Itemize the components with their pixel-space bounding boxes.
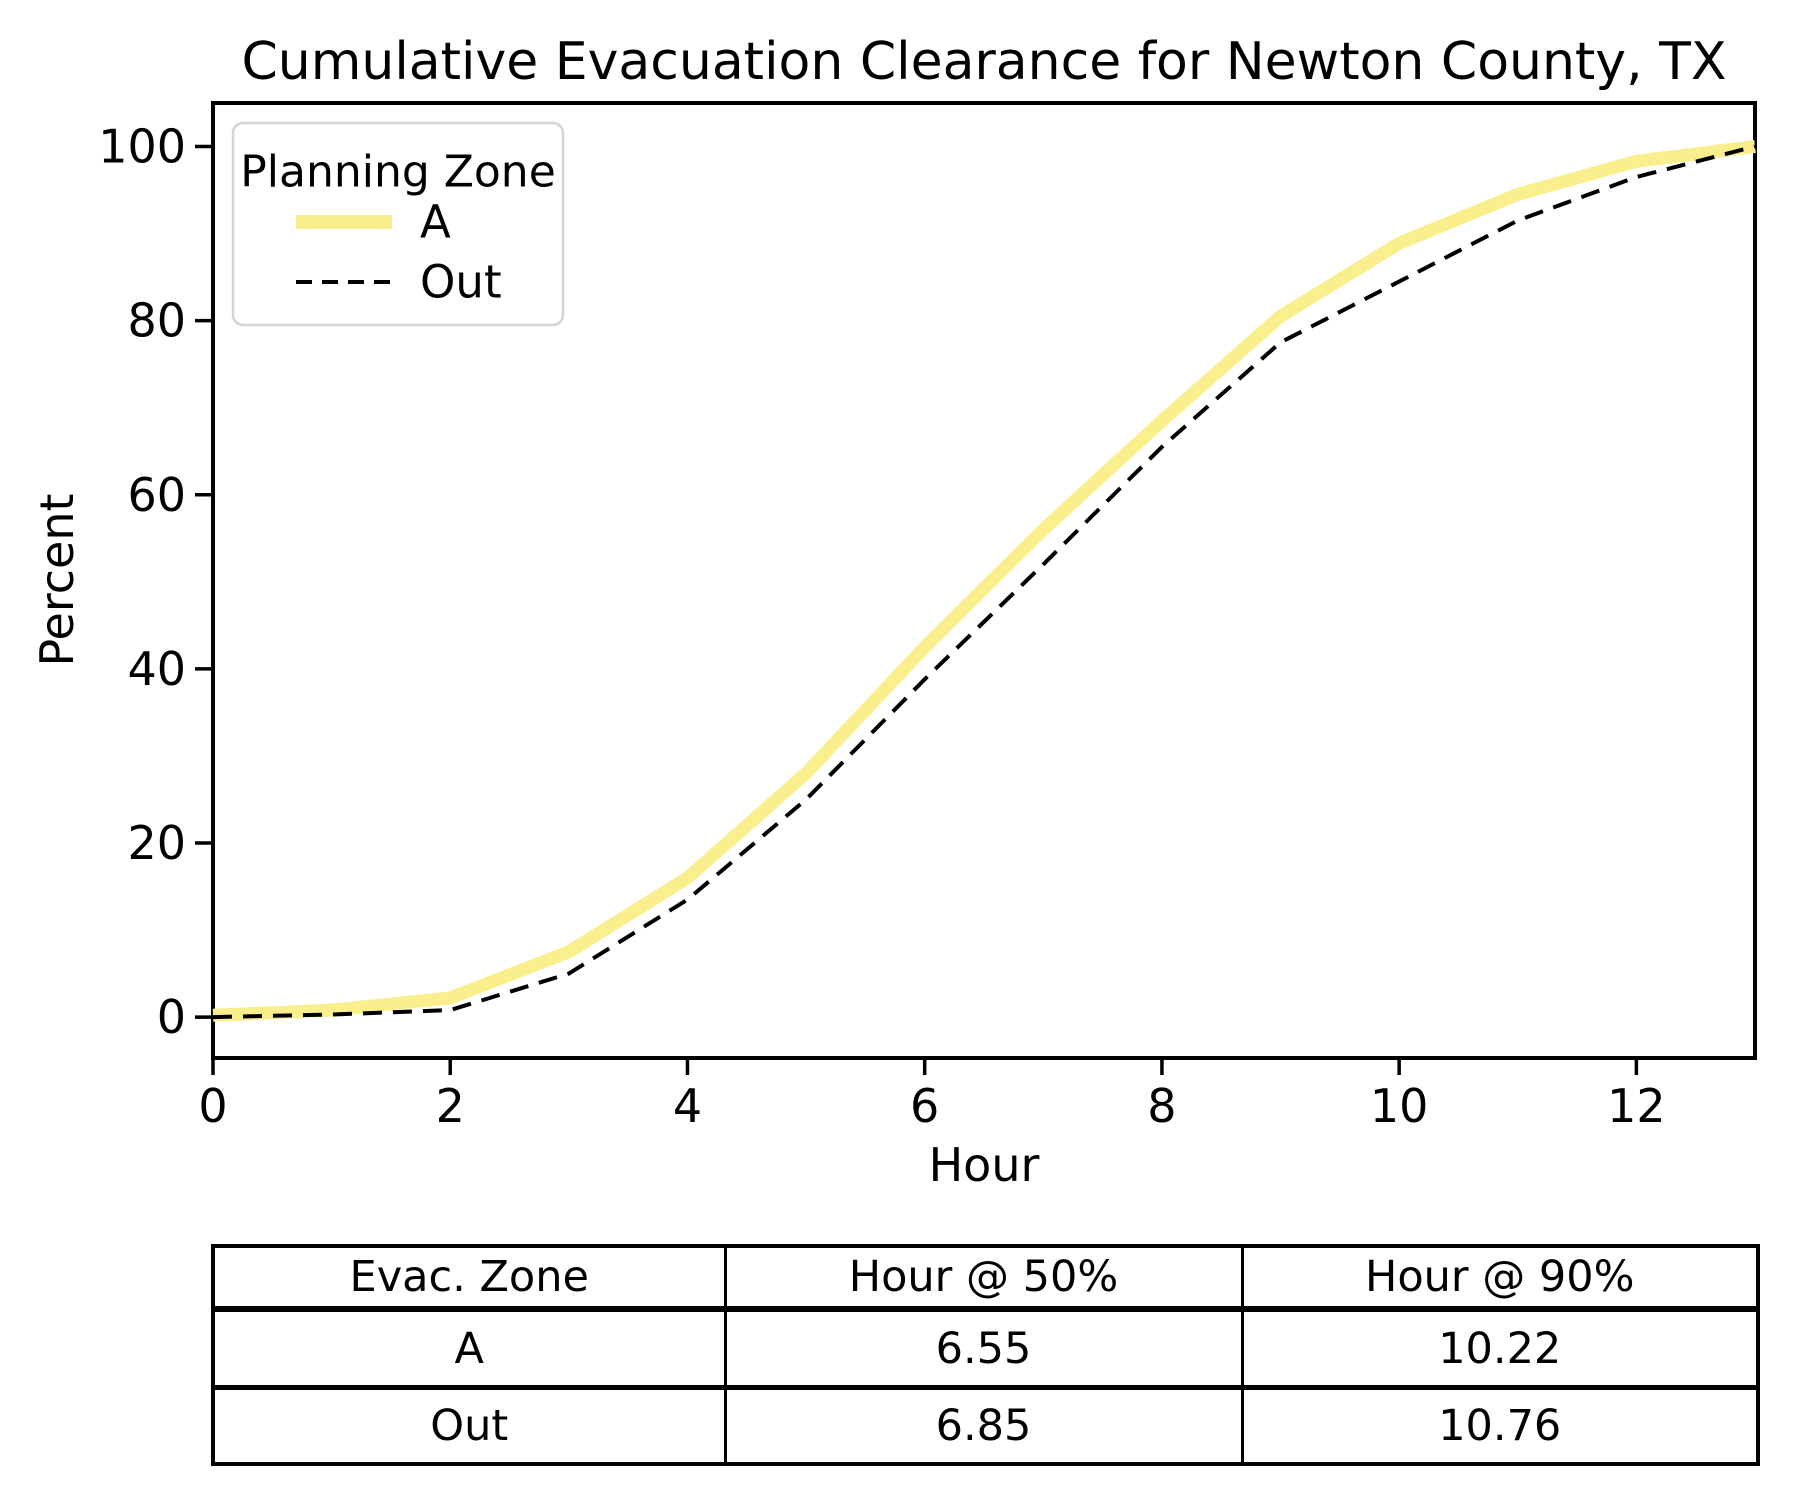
cell-zone-a-hour90: 10.22 bbox=[1240, 1307, 1760, 1390]
x-tick-label: 8 bbox=[1147, 1079, 1176, 1133]
x-tick-label: 2 bbox=[436, 1079, 465, 1133]
header-hour-90: Hour @ 90% bbox=[1240, 1244, 1760, 1312]
y-tick-label: 0 bbox=[157, 990, 186, 1044]
y-tick-label: 80 bbox=[127, 294, 186, 348]
x-tick-label: 10 bbox=[1370, 1079, 1429, 1133]
y-tick-label: 40 bbox=[127, 642, 186, 696]
clearance-summary-table: Evac. Zone Hour @ 50% Hour @ 90% A 6.55 … bbox=[211, 1244, 1760, 1466]
series-line-a bbox=[212, 140, 1756, 1022]
legend: Planning Zone A Out bbox=[231, 121, 565, 327]
series-group bbox=[212, 140, 1756, 1022]
x-axis-ticks: 0 2 4 6 8 10 12 bbox=[198, 1058, 1666, 1133]
x-axis-label: Hour bbox=[929, 1138, 1040, 1192]
header-hour-50: Hour @ 50% bbox=[723, 1244, 1244, 1312]
y-tick-label: 100 bbox=[98, 120, 186, 174]
x-tick-label: 4 bbox=[673, 1079, 702, 1133]
cell-zone-a-hour50: 6.55 bbox=[723, 1307, 1244, 1390]
cell-out-hour90: 10.76 bbox=[1240, 1386, 1760, 1466]
series-line-out bbox=[212, 144, 1756, 1020]
x-tick-label: 6 bbox=[910, 1079, 939, 1133]
legend-label-out: Out bbox=[420, 256, 502, 309]
chart-svg: Cumulative Evacuation Clearance for Newt… bbox=[30, 32, 1757, 1192]
x-tick-label: 12 bbox=[1607, 1079, 1666, 1133]
table-row-zone-a: A 6.55 10.22 bbox=[211, 1307, 1760, 1390]
cell-out-hour50: 6.85 bbox=[723, 1386, 1244, 1466]
chart-title: Cumulative Evacuation Clearance for Newt… bbox=[241, 32, 1726, 92]
legend-title: Planning Zone bbox=[240, 147, 556, 198]
cell-zone-a: A bbox=[211, 1307, 727, 1390]
y-tick-label: 60 bbox=[127, 468, 186, 522]
header-evac-zone: Evac. Zone bbox=[211, 1244, 727, 1312]
y-tick-label: 20 bbox=[127, 816, 186, 870]
table-row-out: Out 6.85 10.76 bbox=[211, 1386, 1760, 1466]
cell-out: Out bbox=[211, 1386, 727, 1466]
legend-label-zone-a: A bbox=[420, 196, 451, 249]
x-tick-label: 0 bbox=[198, 1079, 227, 1133]
legend-frame bbox=[231, 121, 565, 327]
y-axis-ticks: 0 20 40 60 80 100 bbox=[98, 120, 213, 1044]
plot-area-spines bbox=[211, 101, 1757, 1060]
table-header-row: Evac. Zone Hour @ 50% Hour @ 90% bbox=[211, 1244, 1760, 1312]
y-axis-label: Percent bbox=[30, 493, 84, 666]
